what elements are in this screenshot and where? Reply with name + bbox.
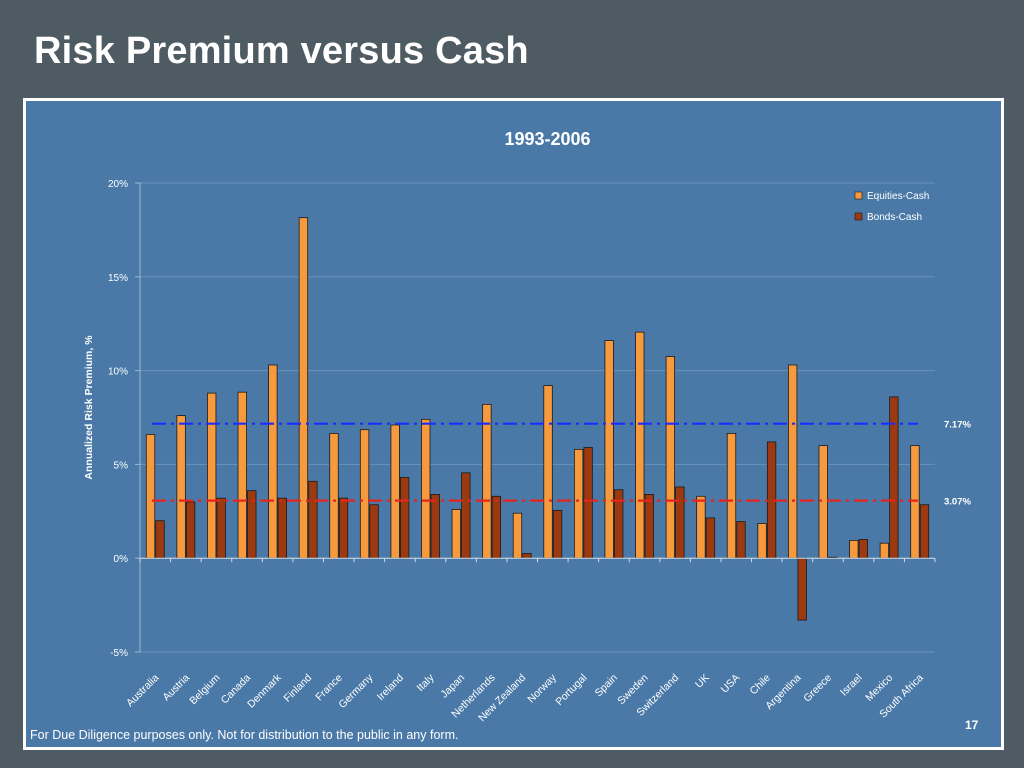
legend-swatch [854,212,863,221]
bar-equities-cash [359,429,370,559]
bar-bonds-cash [430,494,440,559]
x-tick-label: UK [693,672,712,691]
bar-equities-cash [390,424,400,559]
bar-equities-cash [573,448,584,559]
y-tick-label: 20% [108,179,128,190]
x-tick-label: Italy [414,671,437,694]
y-tick-label: -5% [110,648,128,659]
bar-bonds-cash [675,486,685,559]
bar-equities-cash [207,392,217,559]
bar-bonds-cash [185,501,196,559]
bar-equities-cash [512,512,523,559]
y-tick-label: 0% [114,554,129,565]
legend-swatch [854,191,863,200]
bar-equities-cash [298,217,309,559]
bar-bonds-cash [644,494,654,559]
bar-bonds-cash [889,396,899,559]
y-axis-label: Annualized Risk Premium, % [83,335,95,480]
y-tick-label: 5% [114,460,129,471]
bar-bonds-cash [797,557,807,621]
slide-title: Risk Premium versus Cash [34,30,529,72]
bar-equities-cash [482,403,492,559]
average-line-label: 3.07% [944,497,971,508]
bar-equities-cash [635,331,645,559]
x-tick-label: Portugal [553,672,589,708]
legend-label: Bonds-Cash [867,212,922,223]
x-tick-label: Denmark [245,671,284,710]
x-tick-label: Belgium [187,672,222,707]
bar-bonds-cash [552,509,563,559]
bar-equities-cash [665,356,675,559]
bar-equities-cash [696,495,706,559]
x-tick-label: Greece [801,672,834,705]
bar-equities-cash [788,364,798,559]
bar-equities-cash [726,433,737,559]
bar-bonds-cash [155,520,165,559]
page-number: 17 [965,718,979,732]
chart-title: 1993-2006 [504,129,590,149]
bar-equities-cash [268,364,278,559]
bar-equities-cash [910,445,920,559]
bar-bonds-cash [919,504,930,559]
x-tick-label: Australia [124,672,161,709]
bar-equities-cash [421,418,431,559]
bar-equities-cash [757,523,767,559]
bar-equities-cash [604,340,614,559]
bar-bonds-cash [400,477,410,559]
bar-bonds-cash [308,480,318,559]
legend-label: Equities-Cash [867,191,929,202]
x-tick-label: Israel [838,672,865,699]
bar-bonds-cash [522,553,532,559]
bar-equities-cash [329,433,339,559]
bar-bonds-cash [277,497,287,559]
y-tick-label: 15% [108,273,128,284]
bar-bonds-cash [491,495,502,559]
risk-premium-chart: 1993-2006 20% 15% 10% 5% 0% -5% Annualized Risk… [83,129,971,724]
chart-panel: 1993-2006 20% 15% 10% 5% 0% -5% Annualized Risk… [23,98,1004,750]
bar-bonds-cash [858,539,868,559]
bar-bonds-cash [216,497,226,559]
bar-equities-cash [543,385,553,559]
x-tick-label: Ireland [375,672,406,703]
x-tick-label: Germany [336,671,376,711]
x-tick-label: Spain [593,672,621,700]
bar-bonds-cash [461,472,471,559]
bar-equities-cash [849,539,859,559]
bar-bonds-cash [369,504,379,559]
x-tick-label: Finland [281,672,314,705]
bar-bonds-cash [338,497,349,559]
bar-equities-cash [237,391,247,559]
bar-bonds-cash [583,447,593,559]
disclaimer-footer: For Due Diligence purposes only. Not for… [30,728,459,742]
y-tick-label: 10% [108,367,128,378]
x-tick-label: Chile [748,672,774,698]
bar-equities-cash [451,509,461,559]
bar-equities-cash [879,542,890,559]
bar-equities-cash [176,415,186,559]
bar-equities-cash [145,433,156,559]
average-line-label: 7.17% [944,420,971,431]
bar-equities-cash [818,445,828,559]
bar-bonds-cash [736,521,746,559]
x-tick-label: USA [719,672,743,696]
x-tick-label: Japan [438,672,467,701]
bar-bonds-cash [705,517,716,559]
